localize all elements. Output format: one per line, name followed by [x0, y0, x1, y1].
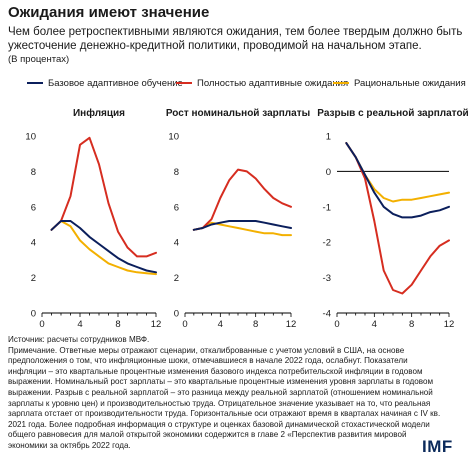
x-tick-label: 4 — [77, 319, 82, 330]
units-label: (В процентах) — [8, 54, 70, 65]
chart-panel-2: Рост номинальной зарплаты 0 4 8 12 0 2 4 6 8 10 — [166, 108, 310, 330]
y-tick-label: -4 — [323, 309, 331, 320]
y-tick-label: -3 — [323, 273, 331, 284]
chart-title: Рост номинальной зарплаты — [166, 108, 310, 119]
y-tick-label: 6 — [174, 202, 179, 213]
legend-swatch-fully-adaptive — [176, 81, 192, 85]
x-tick-label: 0 — [334, 319, 339, 330]
y-tick-label: -2 — [323, 238, 331, 249]
y-tick-label: 6 — [31, 202, 36, 213]
x-tick-label: 4 — [218, 319, 223, 330]
y-tick-label: 10 — [168, 132, 179, 143]
y-tick-label: 10 — [25, 132, 36, 143]
legend-item-adaptive: Базовое адаптивное обучение — [27, 76, 183, 90]
series-line-adaptive — [345, 142, 450, 219]
y-tick-label: 0 — [174, 309, 179, 320]
x-tick-label: 0 — [39, 319, 44, 330]
y-tick-label: 0 — [326, 167, 331, 178]
x-tick-label: 8 — [409, 319, 414, 330]
series-line-rational — [192, 221, 292, 237]
series-line-fully-adaptive — [192, 168, 292, 231]
legend: Базовое адаптивное обучение Полностью ад… — [0, 76, 472, 90]
imf-logo: IMF — [422, 437, 453, 456]
page-title: Ожидания имеют значение — [8, 4, 210, 21]
x-tick-label: 8 — [115, 319, 120, 330]
x-tick-label: 8 — [253, 319, 258, 330]
legend-item-fully-adaptive: Полностью адаптивные ожидания — [176, 76, 348, 90]
series-line-fully-adaptive — [50, 136, 157, 258]
y-tick-label: 4 — [31, 238, 36, 249]
chart-title: Инфляция — [73, 107, 125, 119]
series-line-adaptive — [50, 220, 157, 274]
y-tick-label: 4 — [174, 238, 179, 249]
legend-item-rational: Рациональные ожидания — [333, 76, 466, 90]
notes: Источник: расчеты сотрудников МВФ. Приме… — [8, 335, 448, 452]
chart-panel-1: Инфляция 0 4 8 12 0 2 4 6 8 10 — [25, 107, 161, 330]
source-note: Источник: расчеты сотрудников МВФ. — [8, 335, 150, 344]
x-tick-label: 0 — [182, 319, 187, 330]
x-tick-label: 4 — [372, 319, 377, 330]
legend-swatch-adaptive — [27, 81, 43, 85]
subtitle: Чем более ретроспективными являются ожид… — [8, 26, 463, 52]
y-tick-label: 2 — [31, 273, 36, 284]
series-line-rational — [50, 220, 157, 276]
legend-label-adaptive: Базовое адаптивное обучение — [48, 77, 183, 89]
y-tick-label: 8 — [31, 167, 36, 178]
y-tick-label: 1 — [326, 132, 331, 143]
legend-swatch-rational — [333, 81, 349, 85]
description-note: Примечание. Ответные меры отражают сцена… — [8, 345, 441, 450]
x-tick-label: 12 — [151, 319, 162, 330]
chart-title: Разрыв с реальной зарплатой — [317, 108, 468, 119]
legend-label-fully-adaptive: Полностью адаптивные ожидания — [197, 77, 349, 89]
chart-panel-3: Разрыв с реальной зарплатой 0 4 8 12 -4 -3 -2 -1… — [317, 108, 468, 330]
series-line-adaptive — [192, 220, 292, 231]
x-tick-label: 12 — [444, 319, 455, 330]
series-line-fully-adaptive — [345, 142, 450, 295]
y-tick-label: 0 — [31, 309, 36, 320]
y-tick-label: 2 — [174, 273, 179, 284]
x-tick-label: 12 — [286, 319, 297, 330]
y-tick-label: -1 — [323, 202, 331, 213]
y-tick-label: 8 — [174, 167, 179, 178]
legend-label-rational: Рациональные ожидания — [354, 77, 466, 89]
